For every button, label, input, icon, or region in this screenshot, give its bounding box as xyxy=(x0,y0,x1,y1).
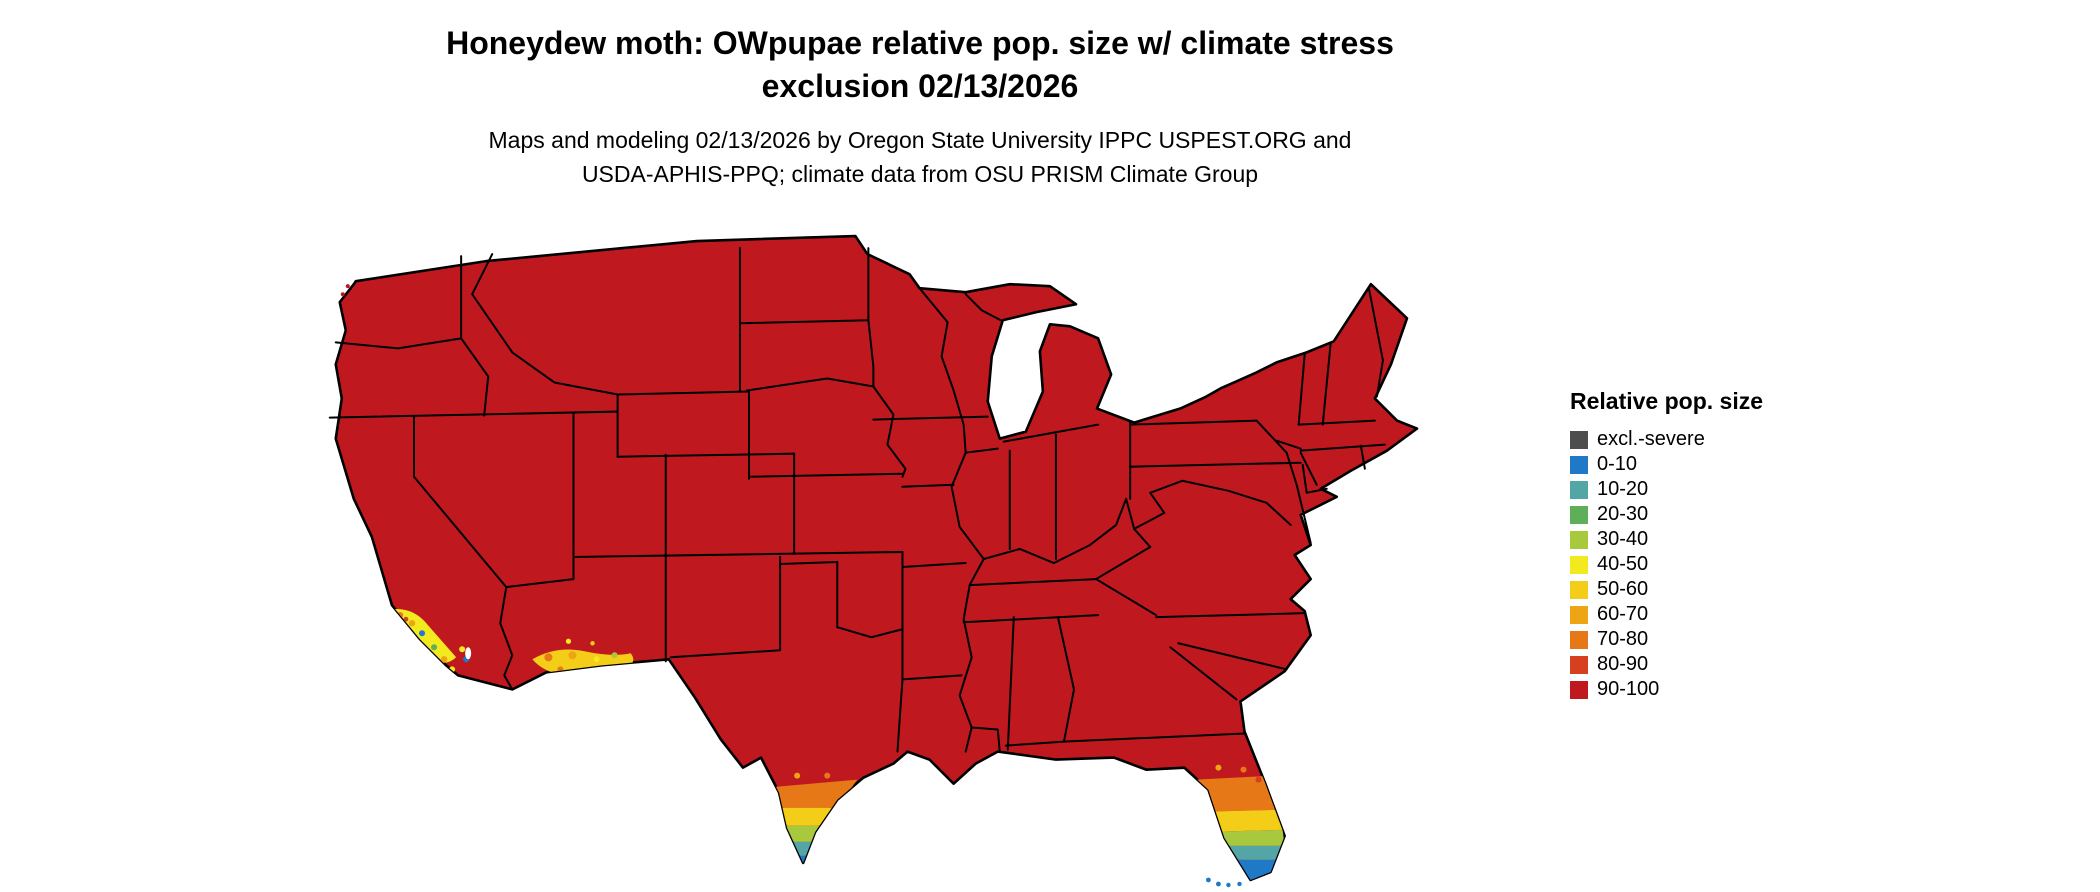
legend-swatch-excl xyxy=(1570,430,1588,449)
legend-entry-p20: 20-30 xyxy=(1570,502,1830,527)
legend-swatch-p60 xyxy=(1570,605,1588,624)
legend-entry-p10: 10-20 xyxy=(1570,477,1830,502)
legend-rows: excl.-severe 0-10 10-20 20-30 30-40 40-50 50-6… xyxy=(1570,427,1830,702)
legend-entry-p0: 0-10 xyxy=(1570,452,1830,477)
region-south-texas xyxy=(759,772,858,868)
title-line-1: Honeydew moth: OWpupae relative pop. siz… xyxy=(446,25,1394,61)
legend-swatch-p80 xyxy=(1570,655,1588,674)
legend-swatch-p20 xyxy=(1570,505,1588,524)
legend-entry-p40: 40-50 xyxy=(1570,552,1830,577)
legend-label-p50: 50-60 xyxy=(1597,578,1649,600)
legend-label-p30: 30-40 xyxy=(1597,528,1649,550)
florida-keys-dots xyxy=(1205,877,1242,888)
legend-swatch-p30 xyxy=(1570,530,1588,549)
legend-swatch-p90 xyxy=(1570,680,1588,699)
legend-swatch-p10 xyxy=(1570,480,1588,499)
legend-entry-excl: excl.-severe xyxy=(1570,427,1830,452)
legend-label-p60: 60-70 xyxy=(1597,603,1649,625)
legend-swatch-p40 xyxy=(1570,555,1588,574)
legend-label-p80: 80-90 xyxy=(1597,653,1649,675)
map-subtitle: Maps and modeling 02/13/2026 by Oregon S… xyxy=(120,124,1720,191)
legend-swatch-p0 xyxy=(1570,455,1588,474)
legend-label-excl: excl.-severe xyxy=(1597,428,1705,450)
legend-label-p40: 40-50 xyxy=(1597,553,1649,575)
legend-label-p90: 90-100 xyxy=(1597,678,1660,700)
legend-label-p10: 10-20 xyxy=(1597,478,1649,500)
legend-label-p20: 20-30 xyxy=(1597,503,1649,525)
legend-entry-p70: 70-80 xyxy=(1570,627,1830,652)
legend-entry-p80: 80-90 xyxy=(1570,652,1830,677)
legend-swatch-p50 xyxy=(1570,580,1588,599)
subtitle-line-1: Maps and modeling 02/13/2026 by Oregon S… xyxy=(488,127,1352,154)
puget-sound-islands xyxy=(340,284,350,297)
us-map-svg xyxy=(328,234,1419,888)
title-line-2: exclusion 02/13/2026 xyxy=(761,68,1079,105)
legend-label-p70: 70-80 xyxy=(1597,628,1649,650)
legend-entry-p30: 30-40 xyxy=(1570,527,1830,552)
legend-label-p0: 0-10 xyxy=(1597,453,1638,475)
legend-swatch-p70 xyxy=(1570,630,1588,649)
state-borders xyxy=(328,247,1386,753)
legend-entry-p90: 90-100 xyxy=(1570,677,1830,702)
legend: Relative pop. size excl.-severe 0-10 10-20… xyxy=(1570,388,1830,702)
page-title: Honeydew moth: OWpupae relative pop. siz… xyxy=(120,22,1720,108)
legend-entry-p50: 50-60 xyxy=(1570,577,1830,602)
legend-entry-p60: 60-70 xyxy=(1570,602,1830,627)
legend-title: Relative pop. size xyxy=(1570,388,1764,414)
header: Honeydew moth: OWpupae relative pop. siz… xyxy=(120,22,1720,191)
map-land xyxy=(334,234,1419,882)
us-choropleth-map xyxy=(295,226,1530,888)
subtitle-line-2: USDA-APHIS-PPQ; climate data from OSU PR… xyxy=(581,160,1259,187)
